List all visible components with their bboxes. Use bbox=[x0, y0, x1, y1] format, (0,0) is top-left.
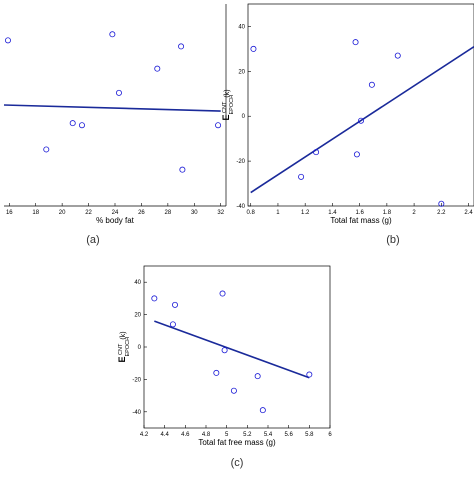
y-tick-label-b: -20 bbox=[236, 159, 245, 165]
x-axis-label-c: Total fat free mass (g) bbox=[198, 438, 276, 447]
chart-a: 16 18 20 22 24 26 28 30 32 % body fat bbox=[3, 4, 227, 225]
data-point-a bbox=[109, 31, 116, 38]
x-tick-label-b: 2.2 bbox=[437, 210, 446, 216]
x-tick-label-b: 1.6 bbox=[355, 210, 364, 216]
fit-line-c bbox=[154, 320, 310, 379]
y-axis-label-main: E bbox=[221, 115, 231, 121]
data-point-b bbox=[353, 151, 360, 158]
x-tick-label-c: 4.8 bbox=[202, 432, 211, 438]
x-tick-label-b: 2.4 bbox=[464, 210, 473, 216]
x-tick-label-a: 20 bbox=[59, 210, 66, 216]
y-axis-label-unit: (k) bbox=[224, 89, 231, 97]
x-tick-label-a: 24 bbox=[112, 210, 119, 216]
data-point-b bbox=[394, 52, 401, 59]
y-tick-label-b: 40 bbox=[238, 24, 245, 30]
x-tick-label-a: 30 bbox=[191, 210, 198, 216]
x-tick-label-b: 1.8 bbox=[383, 210, 392, 216]
x-tick-label-b: 1.4 bbox=[328, 210, 337, 216]
plot-frame-b bbox=[247, 3, 474, 207]
data-point-a bbox=[178, 43, 185, 50]
x-tick-label-c: 5.4 bbox=[264, 432, 273, 438]
x-tick-label-a: 26 bbox=[138, 210, 145, 216]
plot-frame-c bbox=[143, 265, 331, 429]
data-point-c bbox=[254, 373, 261, 380]
x-tick-label-a: 16 bbox=[6, 210, 13, 216]
data-point-a bbox=[154, 65, 161, 72]
x-tick-label-c: 4.6 bbox=[181, 432, 190, 438]
data-point-b bbox=[357, 117, 364, 124]
y-tick-label-c: -20 bbox=[132, 377, 141, 383]
y-axis-label-sup: CNT bbox=[222, 101, 228, 113]
chart-b: 0.8 1 1.2 1.4 1.6 1.8 2 2.2 2.4 -40 -20 0 20 40 Total … bbox=[221, 3, 474, 225]
data-point-a bbox=[78, 122, 85, 129]
x-tick-label-c: 4.2 bbox=[140, 432, 149, 438]
x-tick-label-a: 22 bbox=[85, 210, 92, 216]
data-point-c bbox=[169, 321, 176, 328]
panel-label-c: (c) bbox=[231, 457, 244, 469]
data-point-c bbox=[230, 387, 237, 394]
x-tick-label-c: 4.4 bbox=[160, 432, 169, 438]
x-tick-label-b: 0.8 bbox=[247, 210, 256, 216]
data-point-b bbox=[250, 45, 257, 52]
fit-line-a bbox=[3, 104, 221, 112]
data-point-b bbox=[298, 173, 305, 180]
x-tick-label-c: 5.8 bbox=[305, 432, 314, 438]
y-tick-label-b: 20 bbox=[238, 69, 245, 75]
y-tick-label-c: 40 bbox=[134, 280, 141, 286]
x-tick-label-a: 32 bbox=[217, 210, 224, 216]
fit-line-b bbox=[250, 45, 474, 194]
data-point-c bbox=[213, 369, 220, 376]
y-tick-label-c: -40 bbox=[132, 410, 141, 416]
y-axis-label-b: EEPOCHCNT (k) bbox=[221, 89, 235, 120]
x-tick-label-b: 1.2 bbox=[301, 210, 310, 216]
data-point-c bbox=[259, 407, 266, 414]
y-tick-label-b: -40 bbox=[236, 204, 245, 210]
y-axis-label-c: EEPOCHCNT (k) bbox=[117, 331, 131, 362]
x-tick-label-c: 5.6 bbox=[284, 432, 293, 438]
data-point-a bbox=[115, 89, 122, 96]
x-axis-label-a: % body fat bbox=[96, 216, 135, 225]
data-point-b bbox=[313, 149, 320, 156]
y-tick-label-b: 0 bbox=[242, 114, 246, 120]
y-axis-label-sup: CNT bbox=[118, 343, 124, 355]
y-axis-label-sub: EPOCH bbox=[125, 337, 131, 357]
y-tick-label-c: 20 bbox=[134, 313, 141, 319]
data-point-a bbox=[69, 120, 76, 127]
data-point-a bbox=[215, 122, 222, 129]
data-point-a bbox=[179, 166, 186, 173]
y-axis-label-sub: EPOCH bbox=[229, 95, 235, 115]
data-point-c bbox=[306, 371, 313, 378]
x-tick-label-a: 18 bbox=[32, 210, 39, 216]
data-point-b bbox=[368, 81, 375, 88]
x-tick-label-c: 5 bbox=[225, 432, 229, 438]
data-point-c bbox=[171, 301, 178, 308]
chart-c: 4.2 4.4 4.6 4.8 5 5.2 5.4 5.6 5.8 6 -40 -20 0 20 40 Tot… bbox=[117, 265, 332, 447]
x-tick-label-b: 2 bbox=[412, 210, 416, 216]
x-tick-label-a: 28 bbox=[165, 210, 172, 216]
data-point-a bbox=[43, 146, 50, 153]
data-point-a bbox=[4, 37, 11, 44]
panel-label-b: (b) bbox=[386, 234, 399, 246]
data-point-b bbox=[438, 200, 445, 207]
data-point-b bbox=[352, 39, 359, 46]
x-tick-label-c: 5.2 bbox=[243, 432, 252, 438]
y-axis-label-unit: (k) bbox=[120, 331, 127, 339]
x-axis-label-b: Total fat mass (g) bbox=[330, 216, 392, 225]
y-axis-label-main: E bbox=[117, 357, 127, 363]
data-point-c bbox=[151, 295, 158, 302]
x-tick-label-c: 6 bbox=[328, 432, 332, 438]
data-point-c bbox=[221, 347, 228, 354]
panel-label-a: (a) bbox=[86, 234, 99, 246]
data-point-c bbox=[219, 290, 226, 297]
y-tick-label-c: 0 bbox=[138, 345, 142, 351]
x-tick-label-b: 1 bbox=[276, 210, 280, 216]
